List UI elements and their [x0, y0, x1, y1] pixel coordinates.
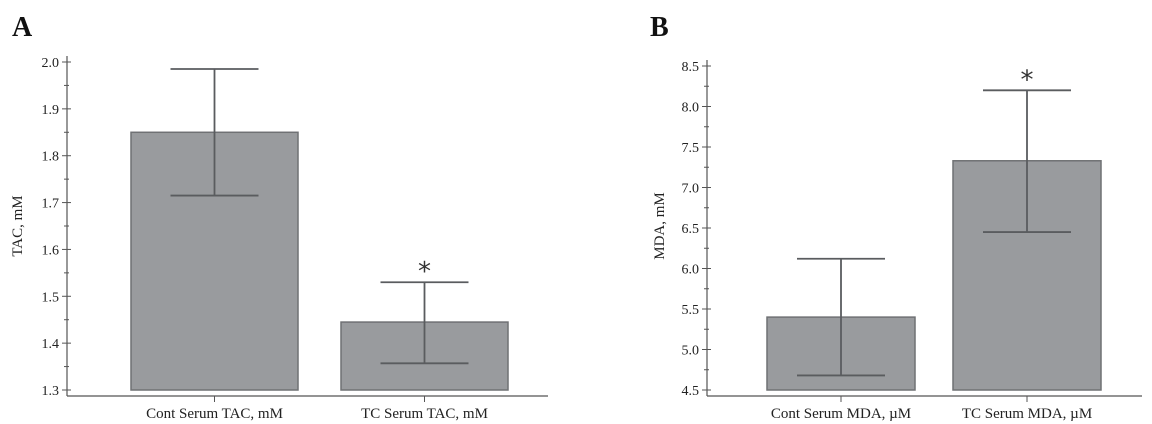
- panel-a-y-axis-title: TAC, mM: [10, 195, 26, 256]
- panel-a-category-label-2: TC Serum TAC, mM: [361, 406, 488, 422]
- panel-b-significance-marker-2: *: [1021, 65, 1034, 95]
- panel-b-plot: 4.5 5.0 5.5 6.0 6.5 7.0 7.5 8.0 8.5 Cont Serum MD…: [682, 60, 1142, 422]
- panel-b-y-axis-title: MDA, mM: [652, 192, 668, 260]
- panel-a-y-tick-label: 2.0: [42, 56, 60, 71]
- panel-a-y-tick-label: 1.5: [42, 290, 60, 305]
- panel-a-plot: 1.3 1.4 1.5 1.6 1.7 1.8 1.9 2.0 Cont Serum TAC, …: [42, 56, 548, 422]
- panel-b-category-label-2: TC Serum MDA, µM: [962, 406, 1092, 422]
- panel-b: B MDA, mM 4.5 5.0 5.5 6.0 6.5 7.0 7.5 8.0 8.5 Con…: [650, 12, 1142, 422]
- panel-a-y-tick-label: 1.9: [42, 103, 60, 118]
- panel-b-y-tick-label: 6.0: [682, 263, 700, 278]
- panel-a-y-tick-label: 1.6: [42, 243, 60, 258]
- panel-a-y-tick-label: 1.7: [42, 197, 60, 212]
- panel-a-y-tick-label: 1.3: [42, 384, 60, 399]
- panel-b-y-tick-label: 4.5: [682, 384, 700, 399]
- panel-a: A TAC, mM 1.3 1.4 1.5 1.6 1.7 1.8 1.9 2.0 Cont S…: [10, 12, 548, 422]
- panel-b-y-tick-label: 8.0: [682, 101, 700, 116]
- panel-b-label: B: [650, 12, 669, 43]
- panel-b-category-label-1: Cont Serum MDA, µM: [771, 406, 911, 422]
- panel-b-y-tick-label: 7.0: [682, 182, 700, 197]
- panel-a-label: A: [12, 12, 33, 43]
- panel-b-y-tick-label: 5.0: [682, 344, 700, 359]
- panel-a-y-tick-label: 1.4: [42, 337, 60, 352]
- panel-b-y-tick-label: 6.5: [682, 222, 700, 237]
- panel-b-y-tick-label: 5.5: [682, 303, 700, 318]
- panel-b-y-tick-label: 7.5: [682, 141, 700, 156]
- panel-a-significance-marker-2: *: [418, 257, 431, 287]
- panel-b-y-tick-label: 8.5: [682, 60, 700, 75]
- panel-a-category-label-1: Cont Serum TAC, mM: [146, 406, 283, 422]
- panel-a-y-tick-label: 1.8: [42, 150, 60, 165]
